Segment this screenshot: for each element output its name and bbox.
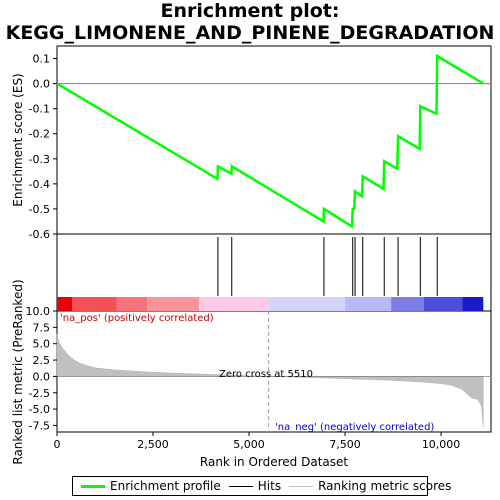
metric-y-tick-label: 7.5 xyxy=(33,321,51,334)
metric-y-tick-label: -2.5 xyxy=(29,387,50,400)
axis-layer: 0.1 0.0 -0.1 -0.2 -0.3 -0.4 -0.5 -0.6 10.0 7.5 5.0… xyxy=(26,53,461,451)
x-axis-label: Rank in Ordered Dataset xyxy=(200,455,348,469)
x-tick-label: 2,500 xyxy=(137,438,169,451)
x-tick-label: 0 xyxy=(54,438,61,451)
hits-layer xyxy=(217,237,438,296)
es-plot-frame xyxy=(56,45,492,235)
chart-title: Enrichment plot: KEGG_LIMONENE_AND_PINEN… xyxy=(5,0,495,44)
heatmap-band xyxy=(391,297,424,311)
legend-label-hits: Hits xyxy=(257,479,282,493)
metric-y-tick-label: -5.0 xyxy=(29,403,50,416)
es-y-tick-label: -0.2 xyxy=(29,128,50,141)
es-y-tick-label: -0.4 xyxy=(29,178,50,191)
legend-item-enrichment: Enrichment profile xyxy=(81,479,221,493)
metric-y-tick-label: 2.5 xyxy=(33,354,51,367)
es-y-tick-label: -0.3 xyxy=(29,153,50,166)
es-y-tick-label: -0.5 xyxy=(29,203,50,216)
legend: Enrichment profile Hits Ranking metric s… xyxy=(72,476,451,496)
ranking-metric-area xyxy=(56,333,484,428)
legend-item-hits: Hits xyxy=(228,479,282,493)
heatmap-band xyxy=(462,297,484,311)
heatmap-band xyxy=(116,297,148,311)
legend-label-enrichment: Enrichment profile xyxy=(110,479,221,493)
metric-y-tick-label: 10.0 xyxy=(26,305,51,318)
es-y-tick-label: -0.1 xyxy=(29,103,50,116)
neg-annotation: 'na_neg' (negatively correlated) xyxy=(275,422,434,433)
metric-y-tick-label: 5.0 xyxy=(33,338,51,351)
heatmap-layer xyxy=(57,297,484,311)
x-tick-label: 7,500 xyxy=(329,438,361,451)
metric-layer xyxy=(56,311,491,432)
es-y-axis-label: Enrichment score (ES) xyxy=(11,73,25,206)
heatmap-band xyxy=(268,297,346,311)
es-y-tick-label: 0.0 xyxy=(33,78,51,91)
es-y-tick-label: -0.6 xyxy=(29,228,50,241)
heatmap-band xyxy=(147,297,200,311)
heatmap-band xyxy=(423,297,463,311)
zero-cross-annotation: Zero cross at 5510 xyxy=(219,369,313,380)
heatmap-band xyxy=(345,297,392,311)
metric-y-tick-label: 0.0 xyxy=(33,370,51,383)
heatmap-band xyxy=(72,297,117,311)
es-layer xyxy=(56,53,491,229)
legend-item-metric: Ranking metric scores xyxy=(289,479,451,493)
legend-swatch-enrichment xyxy=(81,484,105,488)
x-tick-label: 10,000 xyxy=(422,438,461,451)
heatmap-band xyxy=(199,297,269,311)
legend-swatch-metric xyxy=(289,485,314,487)
legend-swatch-hits xyxy=(228,485,253,487)
x-tick-label: 5,000 xyxy=(233,438,265,451)
legend-label-metric: Ranking metric scores xyxy=(318,479,452,493)
enrichment-profile-line xyxy=(56,53,484,229)
es-y-tick-label: 0.1 xyxy=(33,53,51,66)
metric-y-axis-label: Ranked list metric (PreRanked) xyxy=(11,279,25,464)
pos-annotation: 'na_pos' (positively correlated) xyxy=(60,313,214,324)
metric-y-tick-label: -7.5 xyxy=(29,419,50,432)
heatmap-band xyxy=(57,297,73,311)
